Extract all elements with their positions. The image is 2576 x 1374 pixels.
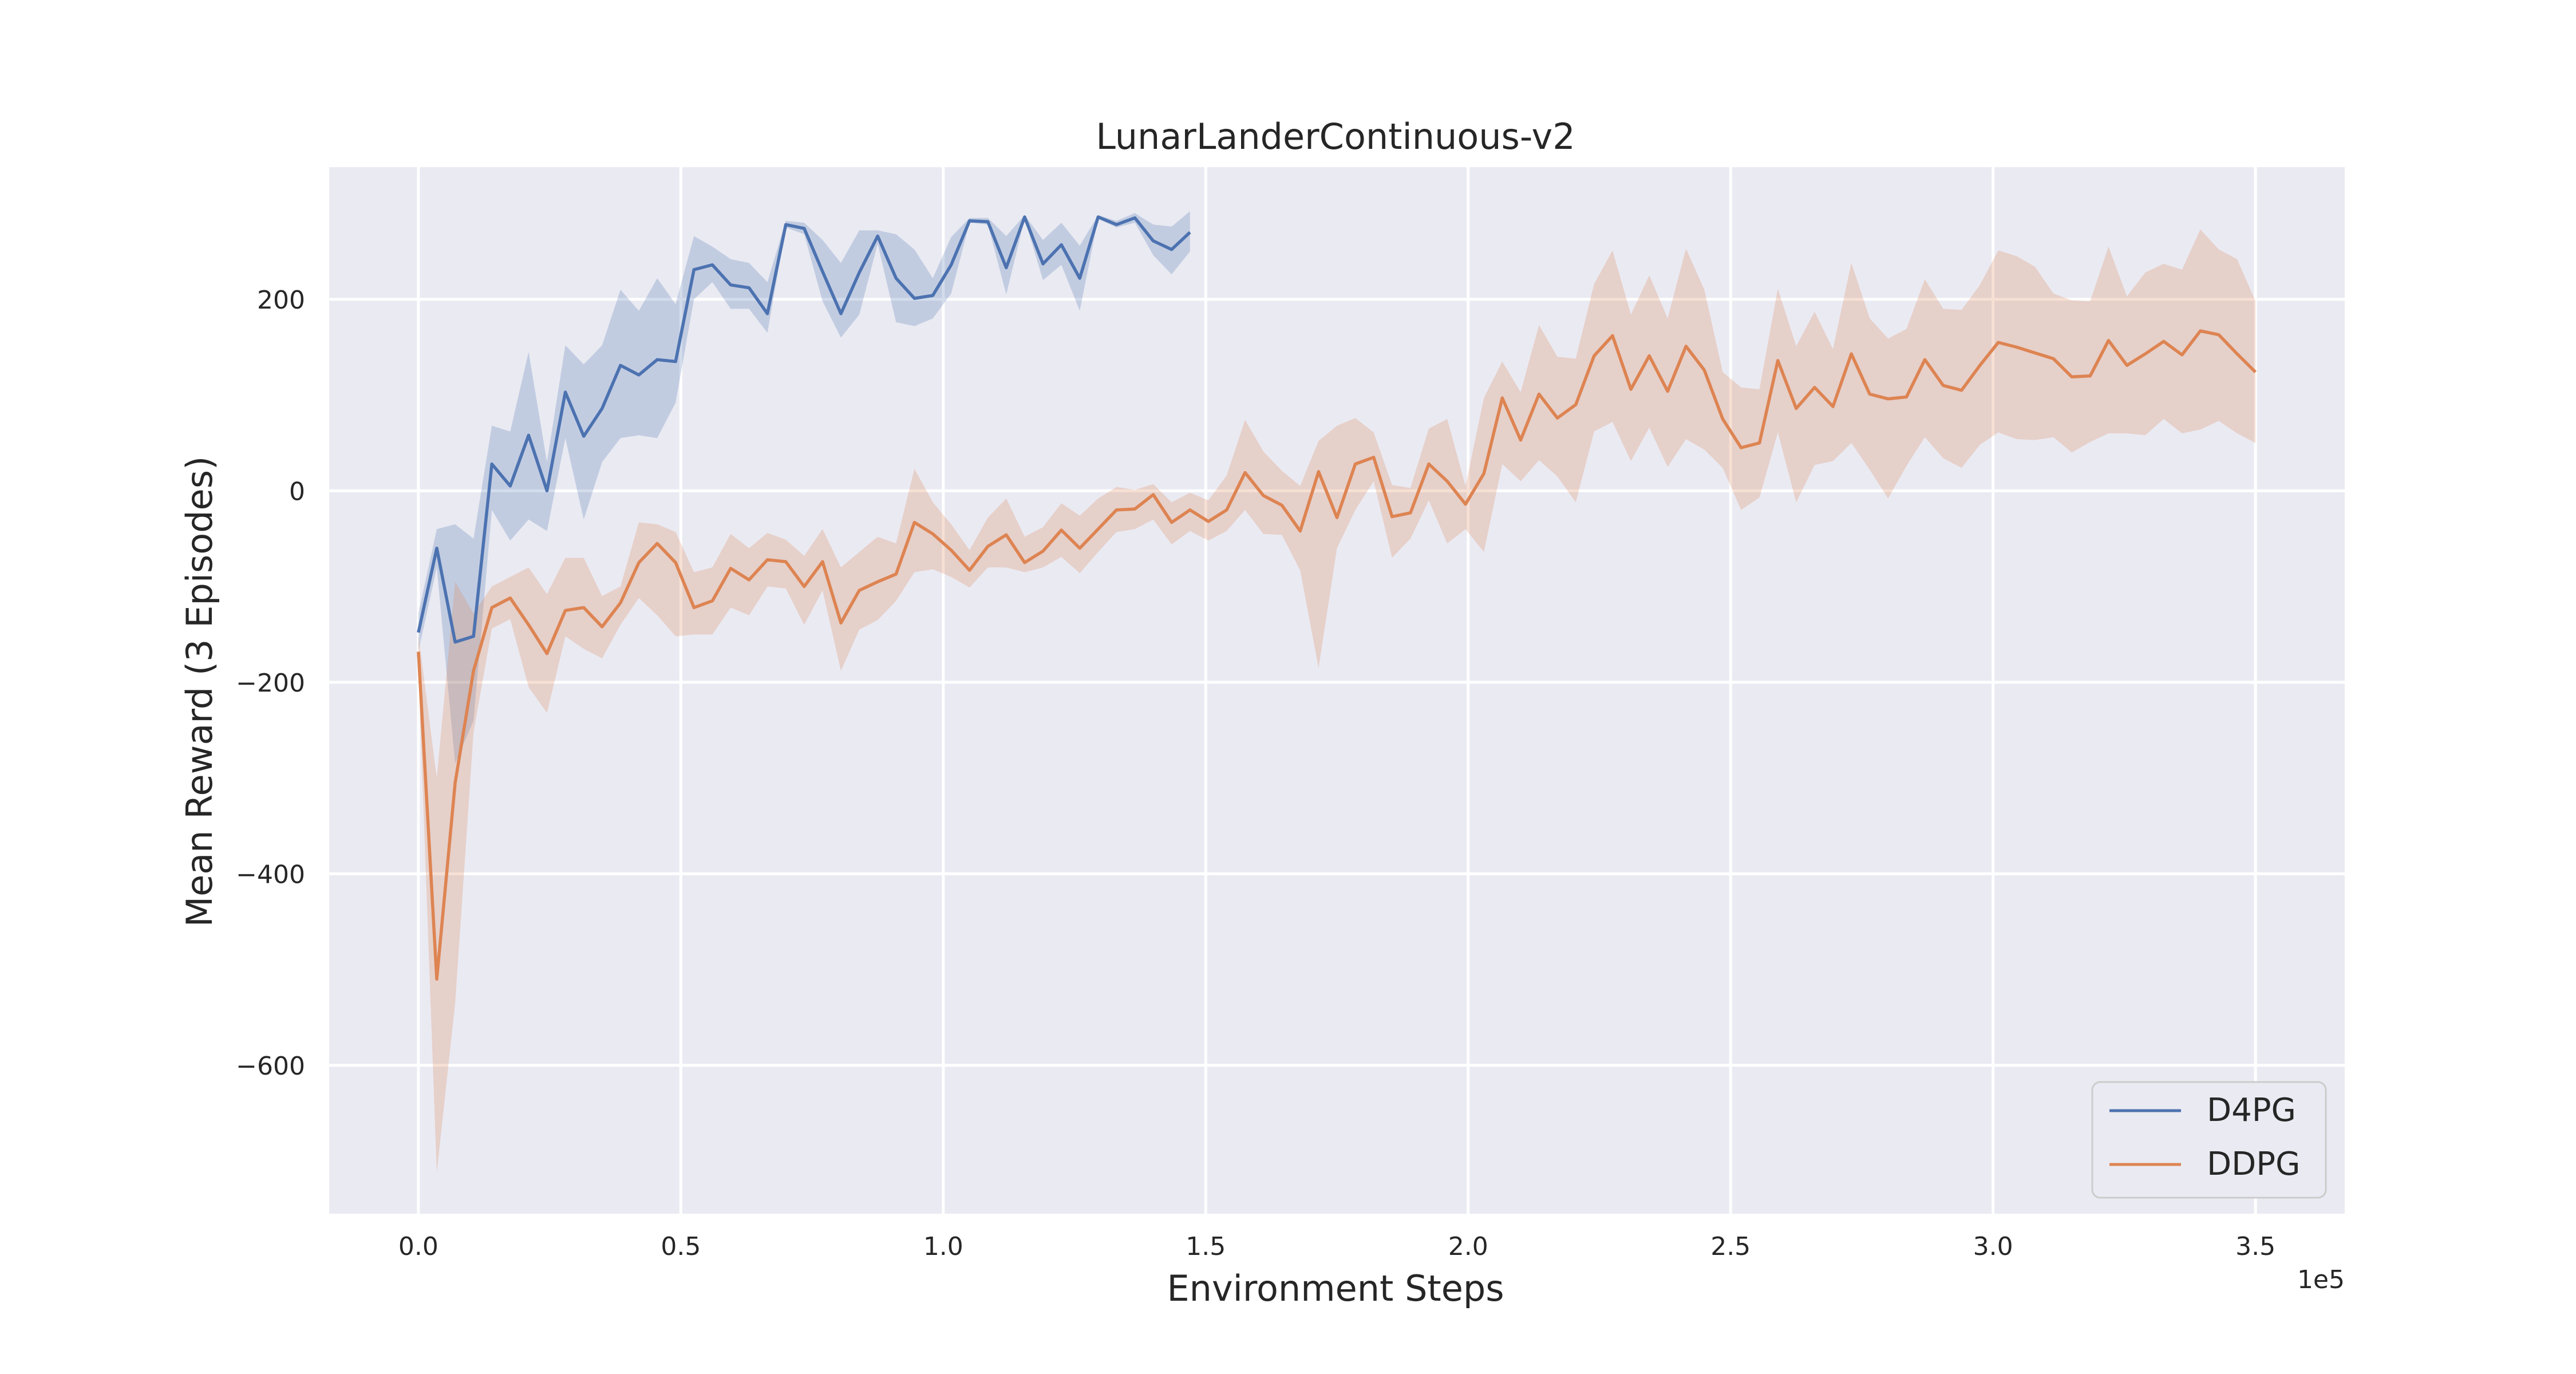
legend: D4PG DDPG xyxy=(2091,1081,2327,1199)
legend-label-ddpg: DDPG xyxy=(2207,1146,2300,1183)
x-tick-label: 1.0 xyxy=(923,1232,963,1261)
tick-labels: 0.0 0.5 1.0 1.5 2.0 2.5 3.0 3.5 −600 −400 −200 0 200 xyxy=(236,286,2275,1261)
y-axis-label: Mean Reward (3 Episodes) xyxy=(179,456,220,927)
series-lines xyxy=(417,215,2257,981)
grid xyxy=(329,167,2345,1214)
x-tick-label: 2.0 xyxy=(1448,1232,1488,1261)
chart-title: LunarLanderContinuous-v2 xyxy=(1096,116,1575,157)
y-tick-label: 0 xyxy=(289,477,305,506)
x-axis-offset-label: 1e5 xyxy=(2297,1265,2345,1294)
y-tick-label: 200 xyxy=(257,286,305,315)
plot-background xyxy=(329,167,2345,1214)
x-axis-label: Environment Steps xyxy=(1167,1268,1504,1309)
legend-label-d4pg: D4PG xyxy=(2207,1092,2296,1129)
x-tick-label: 0.5 xyxy=(661,1232,701,1261)
line-ddpg xyxy=(417,329,2257,981)
x-tick-label: 2.5 xyxy=(1710,1232,1751,1261)
band-d4pg xyxy=(418,211,1190,764)
y-tick-label: −200 xyxy=(236,669,305,698)
x-tick-label: 1.5 xyxy=(1186,1232,1226,1261)
x-tick-label: 3.0 xyxy=(1973,1232,2013,1261)
x-tick-label: 3.5 xyxy=(2235,1232,2275,1261)
confidence-bands xyxy=(418,211,2256,1173)
x-tick-label: 0.0 xyxy=(398,1232,438,1261)
y-tick-label: −600 xyxy=(236,1052,305,1081)
line-d4pg xyxy=(417,215,1191,644)
band-ddpg xyxy=(418,229,2256,1173)
y-tick-label: −400 xyxy=(236,860,305,889)
